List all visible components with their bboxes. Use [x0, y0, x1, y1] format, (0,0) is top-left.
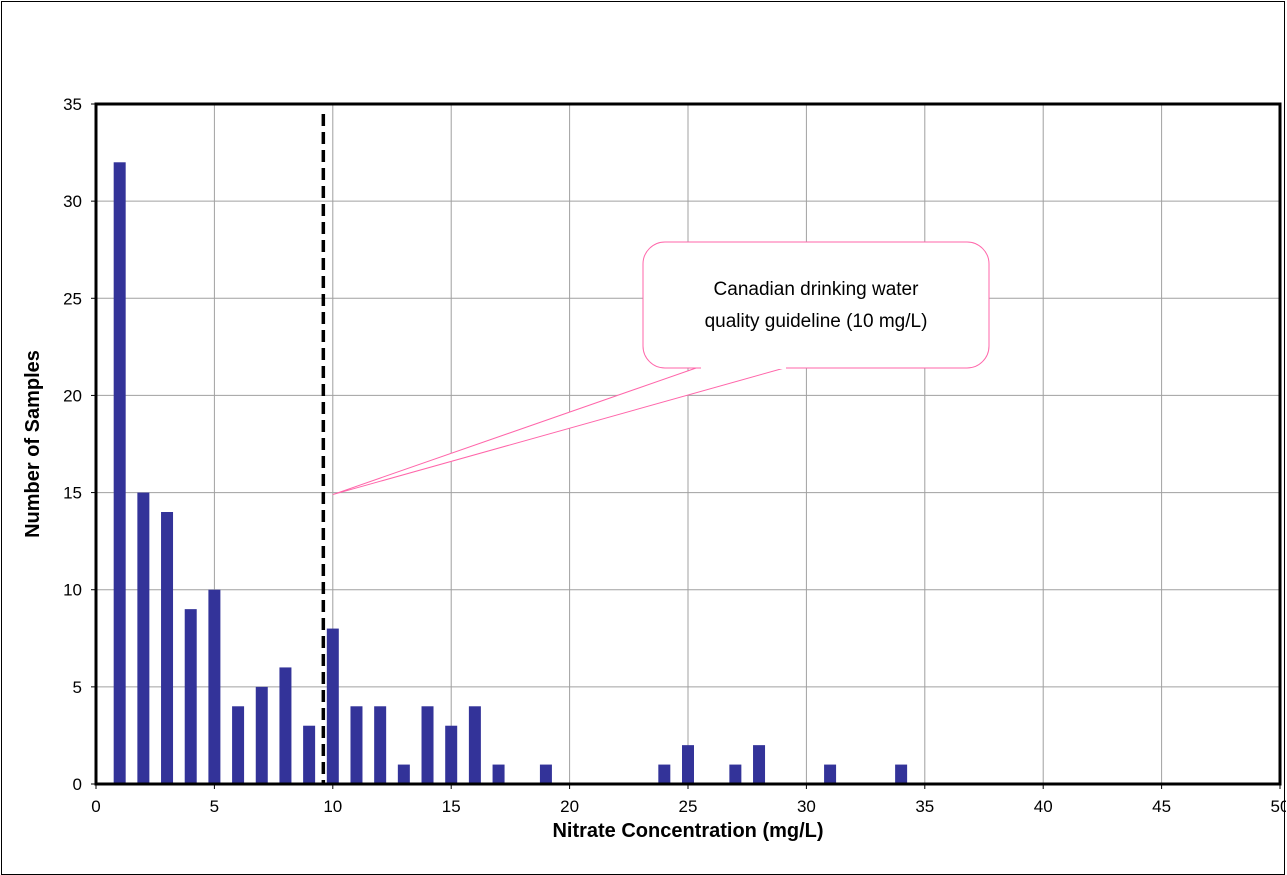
bar	[279, 667, 292, 784]
bar	[729, 764, 742, 784]
y-tick-label: 30	[63, 192, 82, 211]
x-tick-label: 50	[1271, 797, 1286, 816]
callout-pointer	[332, 366, 789, 496]
callout-text-line-2: quality guideline (10 mg/L)	[705, 311, 928, 332]
callout-text-line-1: Canadian drinking water	[714, 279, 920, 300]
bar	[445, 725, 458, 784]
bar	[397, 764, 410, 784]
x-axis-title: Nitrate Concentration (mg/L)	[552, 820, 823, 842]
bar	[492, 764, 505, 784]
bar	[184, 609, 197, 784]
bar	[539, 764, 552, 784]
callout-seam-cover	[701, 365, 786, 369]
x-tick-label: 45	[1152, 797, 1171, 816]
bar	[421, 706, 434, 784]
x-tick-labels: 0 5 10 15 20 25 30 35 40 45 50	[91, 784, 1286, 816]
bar	[232, 706, 245, 784]
callout-box	[642, 241, 990, 369]
x-tick-label: 30	[797, 797, 816, 816]
x-tick-label: 20	[560, 797, 579, 816]
y-tick-label: 5	[73, 678, 82, 697]
x-tick-label: 0	[91, 797, 100, 816]
y-tick-label: 15	[63, 484, 82, 503]
bar	[326, 628, 339, 784]
y-tick-label: 10	[63, 581, 82, 600]
bar	[682, 745, 694, 784]
y-tick-label: 35	[63, 95, 82, 114]
bars	[113, 162, 908, 785]
x-tick-label: 15	[442, 797, 461, 816]
x-tick-label: 10	[323, 797, 342, 816]
bar	[468, 706, 481, 784]
y-tick-label: 20	[63, 386, 82, 405]
gridlines	[96, 104, 1280, 784]
x-tick-label: 40	[1034, 797, 1053, 816]
bar	[753, 745, 766, 784]
bar	[113, 162, 126, 785]
bar	[137, 492, 150, 784]
y-tick-label: 25	[63, 289, 82, 308]
bar	[161, 512, 174, 784]
y-tick-label: 0	[73, 775, 82, 794]
x-tick-label: 25	[679, 797, 698, 816]
bar	[824, 764, 837, 784]
bar	[895, 764, 908, 784]
bar	[350, 706, 363, 784]
bar	[255, 686, 268, 784]
bar	[208, 589, 221, 784]
bar	[658, 764, 671, 784]
x-tick-label: 35	[915, 797, 934, 816]
x-tick-label: 5	[210, 797, 219, 816]
guideline-callout: Canadian drinking water quality guidelin…	[332, 241, 990, 496]
y-axis-title: Number of Samples	[22, 350, 44, 538]
y-tick-labels: 0 5 10 15 20 25 30 35	[63, 95, 96, 794]
bar	[374, 706, 387, 784]
bar	[303, 725, 316, 784]
